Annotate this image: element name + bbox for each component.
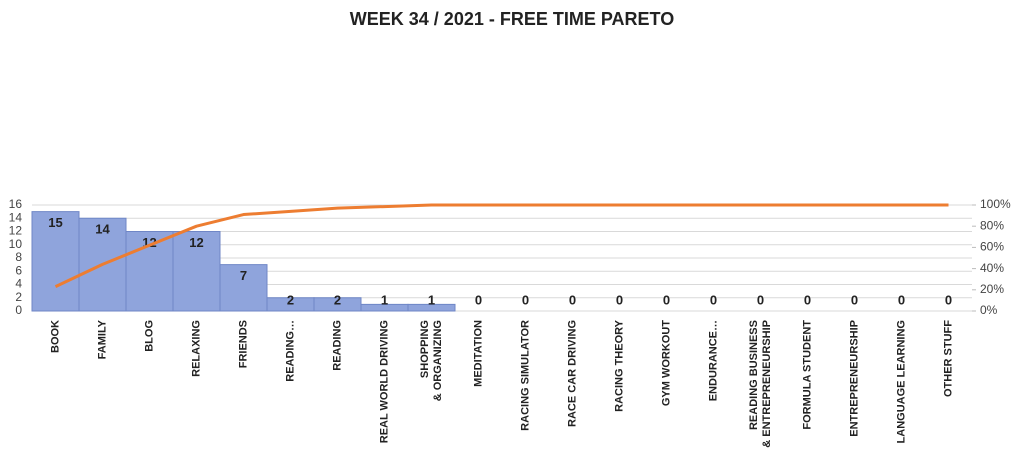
value-label: 0	[522, 292, 529, 307]
bar	[407, 303, 456, 312]
x-tick-label: GYM WORKOUT	[660, 320, 672, 406]
x-tick-label: ENTREPRENEURSHIP	[848, 320, 860, 437]
cumulative-line	[54, 203, 949, 288]
y-tick-label: 12	[9, 224, 23, 238]
value-label: 2	[287, 292, 294, 307]
bar	[219, 264, 268, 312]
value-label: 0	[663, 292, 670, 307]
value-label: 7	[240, 268, 247, 283]
value-label: 0	[569, 292, 576, 307]
value-label: 2	[334, 292, 341, 307]
y2-tick-label: 80%	[980, 218, 1004, 232]
x-tick-line: & ORGANIZING	[432, 320, 444, 404]
value-label: 0	[804, 292, 811, 307]
x-tick-label: ENDURANCE…	[707, 320, 719, 401]
y2-tick-label: 60%	[980, 240, 1004, 254]
x-tick-label: BOOK	[49, 320, 61, 353]
x-tick-label: FRIENDS	[237, 320, 249, 368]
x-tick-label: FORMULA STUDENT	[801, 320, 813, 430]
value-label: 15	[48, 215, 62, 230]
x-tick-label: READING BUSINESS & ENTREPRENEURSHIP	[748, 320, 773, 451]
x-tick-label: FAMILY	[96, 319, 108, 359]
y-tick-label: 6	[15, 263, 22, 277]
value-label: 0	[851, 292, 858, 307]
value-label: 0	[757, 292, 764, 307]
x-tick-label: SHOPPING & ORGANIZING	[419, 320, 444, 404]
x-tick-label: READING…	[284, 320, 296, 382]
bar	[172, 231, 221, 312]
y2-tick-label: 20%	[980, 282, 1004, 296]
y-tick-label: 4	[15, 277, 22, 291]
x-tick-line: READING BUSINESS	[748, 320, 760, 430]
x-tick-label: LANGUAGE LEARNING	[895, 320, 907, 443]
y2-tick-label: 40%	[980, 261, 1004, 275]
x-tick-label: RACING THEORY	[613, 319, 625, 412]
value-label: 12	[189, 235, 203, 250]
x-tick-label: RELAXING	[190, 320, 202, 377]
y-tick-label: 0	[15, 303, 22, 317]
value-label: 0	[710, 292, 717, 307]
y2-tick-label: 0%	[980, 303, 998, 317]
value-label: 14	[95, 222, 110, 237]
value-label: 1	[428, 292, 435, 307]
x-tick-line: SHOPPING	[419, 320, 431, 378]
y-tick-label: 8	[15, 250, 22, 264]
y-tick-label: 2	[15, 290, 22, 304]
x-tick-label: RACE CAR DRIVING	[566, 320, 578, 427]
value-label: 0	[898, 292, 905, 307]
y2-tick-label: 100%	[980, 197, 1011, 211]
y-tick-label: 14	[9, 210, 23, 224]
y-tick-label: 16	[9, 197, 23, 211]
x-tick-label: MEDITATION	[472, 320, 484, 387]
value-label: 0	[945, 292, 952, 307]
chart-title: WEEK 34 / 2021 - FREE TIME PARETO	[350, 9, 674, 29]
value-label: 0	[475, 292, 482, 307]
x-tick-label: RACING SIMULATOR	[519, 320, 531, 431]
x-tick-label: READING	[331, 320, 343, 371]
x-tick-label: REAL WORLD DRIVING	[378, 320, 390, 443]
bar	[31, 211, 80, 312]
x-tick-label: BLOG	[143, 320, 155, 352]
value-label: 1	[381, 292, 388, 307]
x-tick-label: OTHER STUFF	[942, 320, 954, 397]
value-label: 0	[616, 292, 623, 307]
y-tick-label: 10	[9, 237, 23, 251]
x-tick-line: & ENTREPRENEURSHIP	[761, 320, 773, 451]
